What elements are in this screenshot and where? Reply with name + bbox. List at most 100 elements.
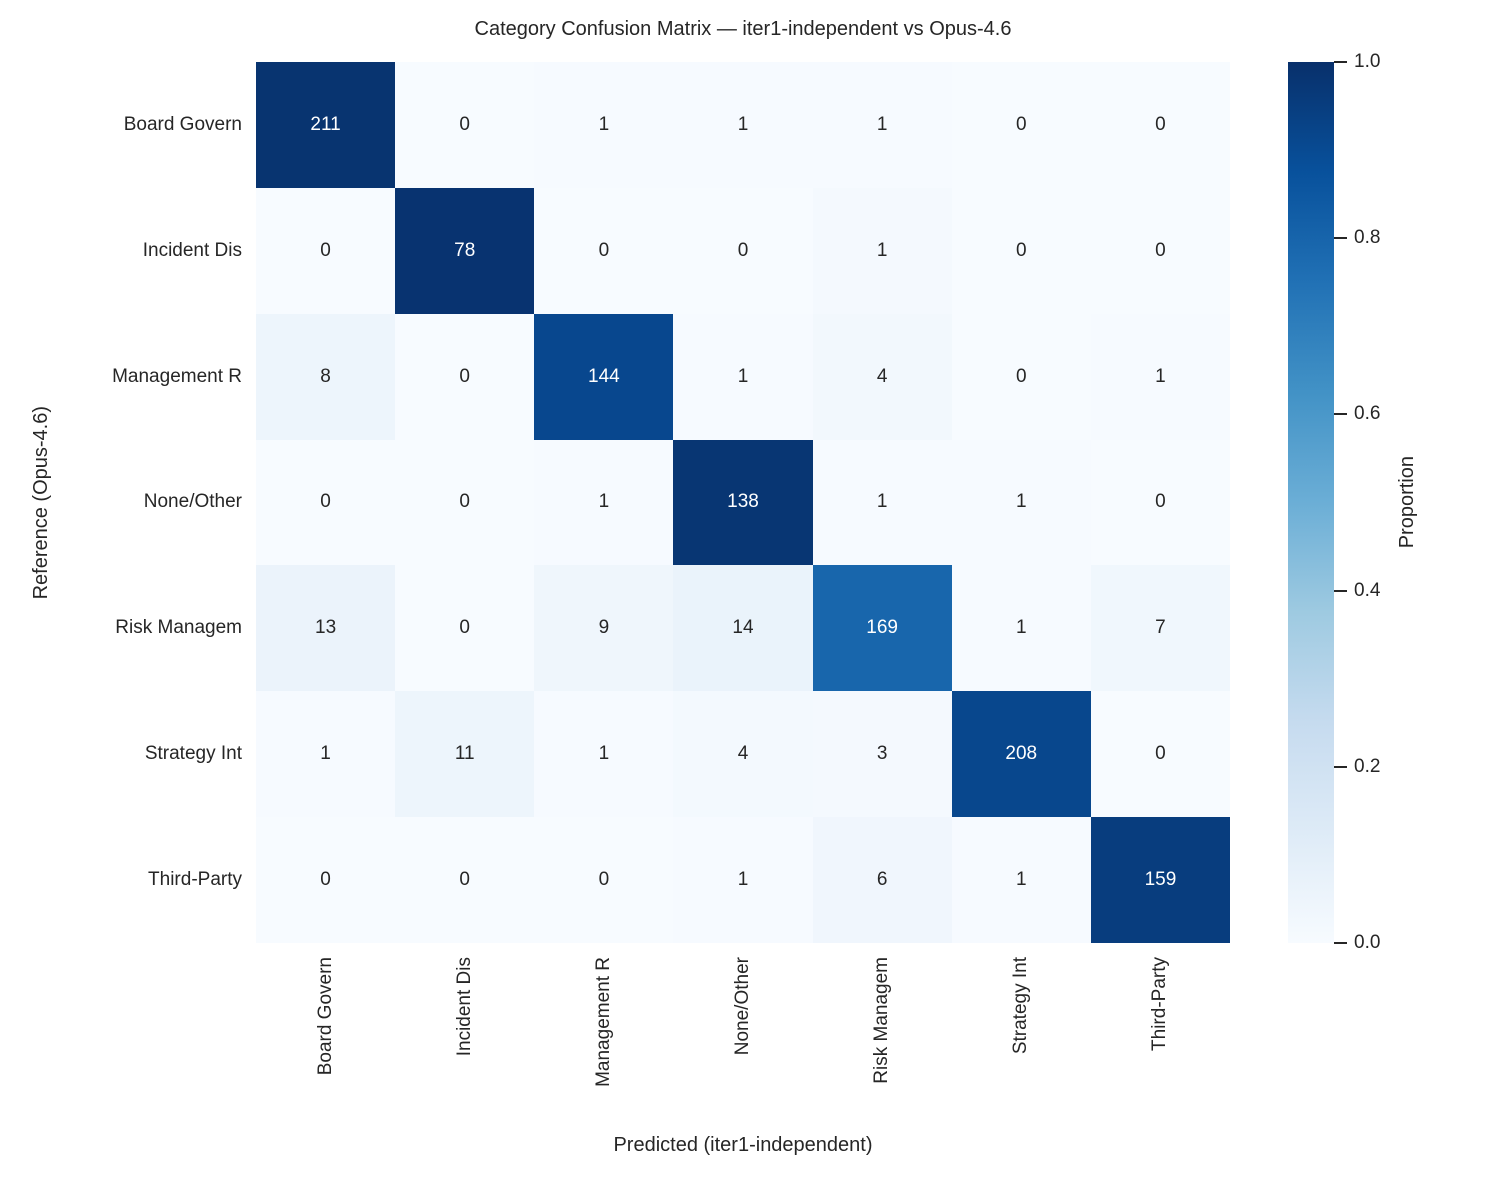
y-tick-label: Incident Dis [142,239,242,261]
cell-value: 0 [459,617,470,639]
cell-value: 169 [866,617,898,639]
heatmap-cell: 0 [395,62,535,188]
cell-value: 0 [1015,113,1027,135]
heatmap-cell: 4 [812,313,952,440]
cell-value: 0 [1155,743,1166,765]
cell-value: 0 [1155,491,1166,513]
x-tick-labels: Board Govern Incident Dis Management R None… [256,957,1230,1135]
cell-value: 1 [320,743,331,765]
heatmap-cell: 0 [534,817,674,943]
cell-value: 1 [876,491,888,513]
x-tick-label-text: Board Govern [314,957,336,1076]
cell-value: 6 [876,869,888,891]
heatmap-cell: 169 [812,565,952,692]
cell-value: 13 [315,617,337,639]
cell-value: 0 [459,491,470,513]
cell-value: 1 [1015,491,1027,513]
heatmap-cell: 1 [951,565,1091,692]
cell-value: 208 [1005,743,1038,765]
cell-value: 0 [320,869,331,891]
cell-value: 0 [1155,113,1166,135]
colorbar-tick-mark [1334,942,1347,944]
colorbar-label: Proportion [1392,62,1422,943]
cell-value: 0 [737,239,749,261]
heatmap-cell: 1 [812,439,952,566]
heatmap-cell: 0 [951,187,1091,314]
heatmap-cell: 1 [256,691,396,818]
chart-title: Category Confusion Matrix — iter1-indepe… [474,18,1012,40]
heatmap-cell: 11 [395,691,535,818]
heatmap-cell: 144 [534,313,674,440]
heatmap-cell: 1 [812,62,952,188]
x-tick-label-text: Risk Managem [871,957,893,1084]
x-tick-label-text: None/Other [731,957,753,1056]
colorbar-tick-label: 0.6 [1354,403,1381,425]
x-tick-label-text: Third-Party [1149,957,1171,1051]
cell-value: 1 [737,869,749,891]
heatmap-cell: 6 [812,817,952,943]
x-tick-label: Incident Dis [395,957,534,1135]
heatmap-cell: 8 [256,313,396,440]
heatmap-cell: 1 [951,439,1091,566]
heatmap-cell: 0 [1090,187,1230,314]
heatmap-cell: 0 [395,313,535,440]
heatmap-cell: 0 [395,817,535,943]
heatmap-cell: 0 [256,439,396,566]
heatmap-cell: 0 [951,62,1091,188]
colorbar-tick-mark [1334,589,1347,592]
colorbar-tick-label: 0.2 [1354,755,1381,777]
x-tick-label: Strategy Int [952,957,1091,1135]
y-tick-label: Management R [112,365,242,387]
heatmap-cell: 211 [256,62,396,188]
x-tick-label: Third-Party [1091,957,1230,1135]
heatmap-cell: 1 [534,691,674,818]
heatmap-cell: 1 [1090,313,1230,440]
cell-value: 4 [737,743,749,765]
heatmap-cell: 1 [534,62,674,188]
colorbar-tick-mark [1334,765,1347,768]
colorbar-tick-mark [1334,61,1347,63]
y-tick-label: Board Govern [123,113,242,135]
heatmap-cell: 1 [673,817,813,943]
heatmap-cell: 0 [1090,691,1230,818]
cell-value: 9 [598,617,610,639]
heatmap-cell: 208 [951,691,1091,818]
cell-value: 0 [598,869,610,891]
heatmap-cell: 159 [1090,817,1230,943]
x-tick-label-text: Incident Dis [453,957,475,1057]
heatmap-cell: 0 [1090,62,1230,188]
y-tick-label: Third-Party [148,869,242,891]
cell-value: 1 [737,113,749,135]
cell-value: 3 [876,743,888,765]
cell-value: 0 [320,491,331,513]
cell-value: 8 [320,365,331,387]
colorbar [1288,62,1334,943]
colorbar-label-text: Proportion [1395,456,1418,549]
heatmap-cell: 0 [395,439,535,566]
heatmap-cell: 0 [395,565,535,692]
colorbar-tick-mark [1334,237,1347,240]
cell-value: 144 [588,365,620,387]
colorbar-tick-label: 0.4 [1354,579,1381,601]
heatmap-cell: 0 [534,187,674,314]
heatmap-cell: 0 [673,187,813,314]
cell-value: 0 [1015,365,1027,387]
heatmap-cell: 0 [951,313,1091,440]
cell-value: 78 [454,239,476,261]
x-tick-label: None/Other [673,957,812,1135]
cell-value: 14 [732,617,754,639]
heatmap-cell: 7 [1090,565,1230,692]
cell-value: 1 [598,491,610,513]
cell-value: 0 [1155,239,1166,261]
cell-value: 4 [876,365,888,387]
cell-value: 1 [1015,617,1027,639]
cell-value: 1 [598,743,610,765]
cell-value: 1 [1155,365,1166,387]
cell-value: 7 [1155,617,1166,639]
x-tick-label-text: Management R [592,957,614,1087]
heatmap-cell: 78 [395,187,535,314]
heatmap-cell: 1 [534,439,674,566]
colorbar-tick-label: 1.0 [1354,51,1381,72]
heatmap-cell: 1 [951,817,1091,943]
